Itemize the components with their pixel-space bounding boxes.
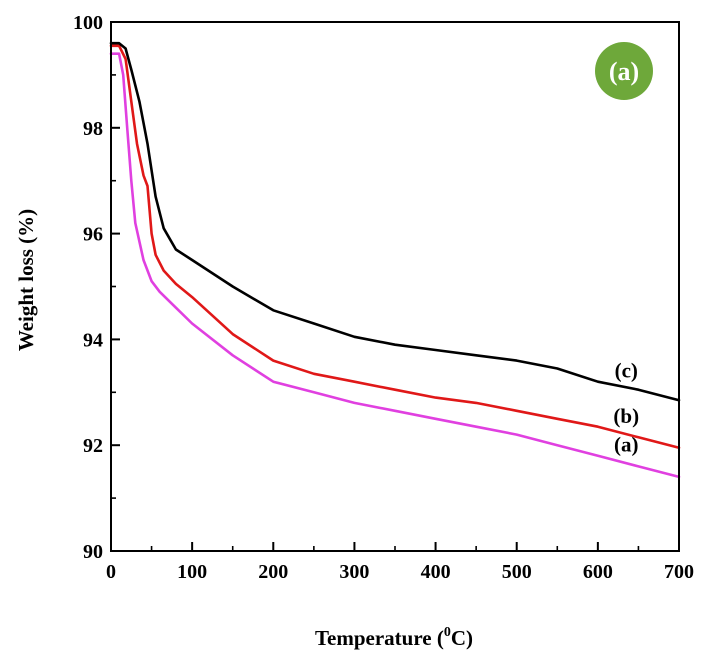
- x-tick-label: 400: [421, 561, 451, 583]
- x-tick-label: 700: [664, 561, 694, 583]
- x-axis-title: Temperature (0C): [315, 625, 473, 650]
- y-axis-title: Weight loss (%): [14, 209, 38, 351]
- series-line-3: [109, 41, 681, 402]
- curve-label: (a): [614, 433, 639, 457]
- y-tick-label: 90: [83, 541, 103, 563]
- series-line-2: [109, 44, 681, 450]
- x-tick-label: 600: [583, 561, 613, 583]
- curve-labels: (c) (b) (a): [613, 358, 639, 456]
- y-tick-label: 94: [83, 329, 103, 351]
- series-layer: [109, 41, 681, 479]
- plot-frame: [110, 21, 680, 552]
- tick-labels: 0 100 200 300 400 500 600 700 90 92 94 96 98 100: [73, 12, 694, 583]
- y-tick-label: 96: [83, 224, 103, 246]
- x-tick-label: 100: [177, 561, 207, 583]
- x-tick-label: 0: [106, 561, 116, 583]
- x-axis-title-end: C): [451, 626, 473, 650]
- panel-badge: (a): [595, 42, 653, 100]
- x-axis-title-superscript: 0: [444, 625, 451, 640]
- panel-badge-circle: [595, 42, 653, 100]
- x-axis-title-main: Temperature (: [315, 626, 444, 650]
- x-tick-label: 200: [258, 561, 288, 583]
- x-tick-label: 300: [339, 561, 369, 583]
- panel-badge-label: (a): [609, 57, 639, 86]
- y-tick-label: 100: [73, 12, 103, 34]
- y-tick-label: 98: [83, 118, 103, 140]
- series-line-1: [109, 52, 681, 479]
- curve-label: (c): [615, 358, 638, 382]
- curve-label: (b): [613, 404, 639, 428]
- axes: [110, 21, 680, 552]
- x-tick-label: 500: [502, 561, 532, 583]
- y-tick-label: 92: [83, 435, 103, 457]
